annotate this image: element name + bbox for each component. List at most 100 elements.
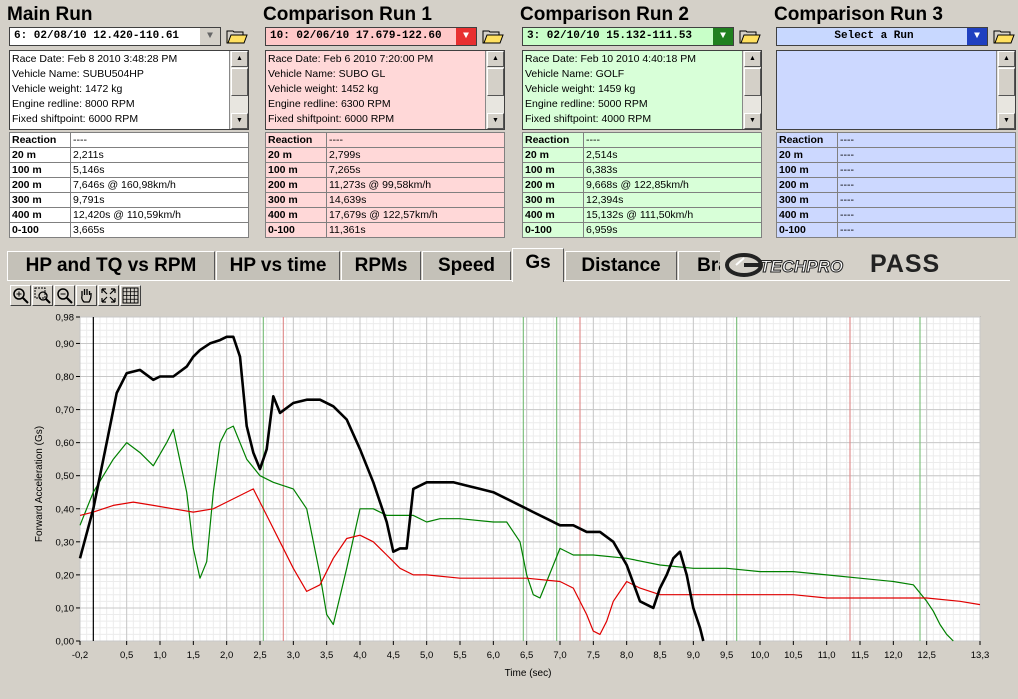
result-label: 100 m xyxy=(265,162,327,178)
run-info-text: Race Date: Feb 8 2010 3:48:28 PM Vehicle … xyxy=(12,52,177,129)
folder-open-icon[interactable] xyxy=(482,29,504,44)
result-row: 300 m 14,639s xyxy=(265,192,505,208)
chevron-down-icon[interactable]: ▼ xyxy=(200,28,220,45)
tab-rpms[interactable]: RPMs xyxy=(341,251,421,280)
info-scrollbar[interactable]: ▲ ▼ xyxy=(229,51,248,129)
result-label: 300 m xyxy=(776,192,838,208)
zoom-in-tool[interactable] xyxy=(10,285,31,306)
result-row: 0-100 ---- xyxy=(776,222,1016,238)
result-label: 400 m xyxy=(265,207,327,223)
y-tick-label: 0,30 xyxy=(56,537,75,548)
scroll-up-icon[interactable]: ▲ xyxy=(487,51,504,67)
gtech-swoosh-icon xyxy=(725,253,763,277)
folder-open-icon[interactable] xyxy=(993,29,1015,44)
chevron-down-icon[interactable]: ▼ xyxy=(713,28,733,45)
y-tick-label: 0,60 xyxy=(56,438,75,449)
run-info-box[interactable]: Race Date: Feb 10 2010 4:40:18 PM Vehicle… xyxy=(522,50,762,130)
y-tick-label: 0,90 xyxy=(56,339,75,350)
folder-open-icon[interactable] xyxy=(739,29,761,44)
run-title: Comparison Run 3 xyxy=(774,4,943,25)
y-tick-label: 0,50 xyxy=(56,471,75,482)
result-label: 20 m xyxy=(522,147,584,163)
run-info-line: Fixed shiftpoint: 4000 RPM xyxy=(525,113,652,125)
plot-area[interactable] xyxy=(79,316,981,642)
scroll-up-icon[interactable]: ▲ xyxy=(744,51,761,67)
tab-hp-vs-time[interactable]: HP vs time xyxy=(216,251,340,280)
run-selector[interactable]: 10: 02/06/10 17.679-122.60 ▼ xyxy=(265,27,477,46)
gs-chart[interactable]: 0,00 0,10 0,20 0,30 0,40 0,50 0,60 0,70 0,80 0,90… xyxy=(10,309,1010,694)
run-info-box[interactable]: Race Date: Feb 8 2010 3:48:28 PM Vehicle … xyxy=(9,50,249,130)
tab-distance[interactable]: Distance xyxy=(565,251,677,280)
folder-open-icon[interactable] xyxy=(226,29,248,44)
result-row: 100 m ---- xyxy=(776,162,1016,178)
run-info-box[interactable]: ▲ ▼ xyxy=(776,50,1016,130)
zoom-out-tool[interactable] xyxy=(54,285,75,306)
zoom-out-icon xyxy=(57,288,73,304)
result-label: 100 m xyxy=(522,162,584,178)
result-label: 300 m xyxy=(9,192,71,208)
result-row: 300 m 12,394s xyxy=(522,192,762,208)
run-info-line: Vehicle Name: GOLF xyxy=(525,68,625,80)
run-info-line: Vehicle weight: 1472 kg xyxy=(12,83,123,95)
scroll-down-icon[interactable]: ▼ xyxy=(487,113,504,129)
result-value: 12,420s @ 110,59km/h xyxy=(70,207,249,223)
info-scrollbar[interactable]: ▲ ▼ xyxy=(485,51,504,129)
info-scrollbar[interactable]: ▲ ▼ xyxy=(742,51,761,129)
run-info-line: Race Date: Feb 10 2010 4:40:18 PM xyxy=(525,53,697,65)
x-tick-label: 7,5 xyxy=(587,650,600,661)
run-selector[interactable]: Select a Run ▼ xyxy=(776,27,988,46)
result-value: 12,394s xyxy=(583,192,762,208)
scroll-down-icon[interactable]: ▼ xyxy=(744,113,761,129)
scroll-thumb[interactable] xyxy=(998,68,1015,96)
y-tick-label: 0,98 xyxy=(56,313,75,324)
result-value: 11,273s @ 99,58km/h xyxy=(326,177,505,193)
x-tick-label: 9,5 xyxy=(720,650,733,661)
result-value: 14,639s xyxy=(326,192,505,208)
zoom-in-icon xyxy=(13,288,29,304)
run-title: Main Run xyxy=(7,4,93,25)
run-info-line: Engine redline: 8000 RPM xyxy=(12,98,135,110)
result-row: Reaction ---- xyxy=(9,132,249,148)
tab-gs[interactable]: Gs xyxy=(512,248,564,282)
result-label: 200 m xyxy=(776,177,838,193)
result-value: 9,791s xyxy=(70,192,249,208)
x-tick-label: 1,0 xyxy=(153,650,166,661)
y-tick-label: 0,40 xyxy=(56,504,75,515)
tab-hp-and-tq-vs-rpm[interactable]: HP and TQ vs RPM xyxy=(7,251,215,280)
x-tick-label: 3,5 xyxy=(320,650,333,661)
series-line-2 xyxy=(79,425,954,642)
scroll-thumb[interactable] xyxy=(487,68,504,96)
info-scrollbar[interactable]: ▲ ▼ xyxy=(996,51,1015,129)
series-line-3 xyxy=(79,488,981,635)
scroll-thumb[interactable] xyxy=(231,68,248,96)
zoom-region-tool[interactable] xyxy=(32,285,53,306)
y-tick-label: 0,70 xyxy=(56,405,75,416)
chevron-down-icon[interactable]: ▼ xyxy=(456,28,476,45)
result-row: 100 m 7,265s xyxy=(265,162,505,178)
run-selector[interactable]: 3: 02/10/10 15.132-111.53 ▼ xyxy=(522,27,734,46)
scroll-up-icon[interactable]: ▲ xyxy=(998,51,1015,67)
grid-toggle-tool[interactable] xyxy=(120,285,141,306)
scroll-up-icon[interactable]: ▲ xyxy=(231,51,248,67)
x-axis-label: Time (sec) xyxy=(505,668,552,679)
pan-tool[interactable] xyxy=(76,285,97,306)
gs-chart-svg[interactable]: 0,00 0,10 0,20 0,30 0,40 0,50 0,60 0,70 0,80 0,90… xyxy=(10,309,1010,694)
scroll-down-icon[interactable]: ▼ xyxy=(998,113,1015,129)
chevron-down-icon[interactable]: ▼ xyxy=(967,28,987,45)
x-tick-label: 8,5 xyxy=(653,650,666,661)
fit-all-tool[interactable] xyxy=(98,285,119,306)
run-info-line: Rollout: 30 cm 0.55sec xyxy=(525,127,696,129)
result-value: ---- xyxy=(837,147,1016,163)
result-value: 11,361s xyxy=(326,222,505,238)
result-label: 200 m xyxy=(9,177,71,193)
scroll-thumb[interactable] xyxy=(744,68,761,96)
result-row: 0-100 3,665s xyxy=(9,222,249,238)
x-tick-label: 2,5 xyxy=(253,650,266,661)
result-value: ---- xyxy=(583,132,762,148)
run-info-box[interactable]: Race Date: Feb 6 2010 7:20:00 PM Vehicle … xyxy=(265,50,505,130)
y-tick-label: 0,10 xyxy=(56,603,75,614)
run-selector[interactable]: 6: 02/08/10 12.420-110.61 ▼ xyxy=(9,27,221,46)
scroll-down-icon[interactable]: ▼ xyxy=(231,113,248,129)
tab-speed[interactable]: Speed xyxy=(422,251,511,280)
run-info-text: Race Date: Feb 10 2010 4:40:18 PM Vehicle… xyxy=(525,52,697,129)
